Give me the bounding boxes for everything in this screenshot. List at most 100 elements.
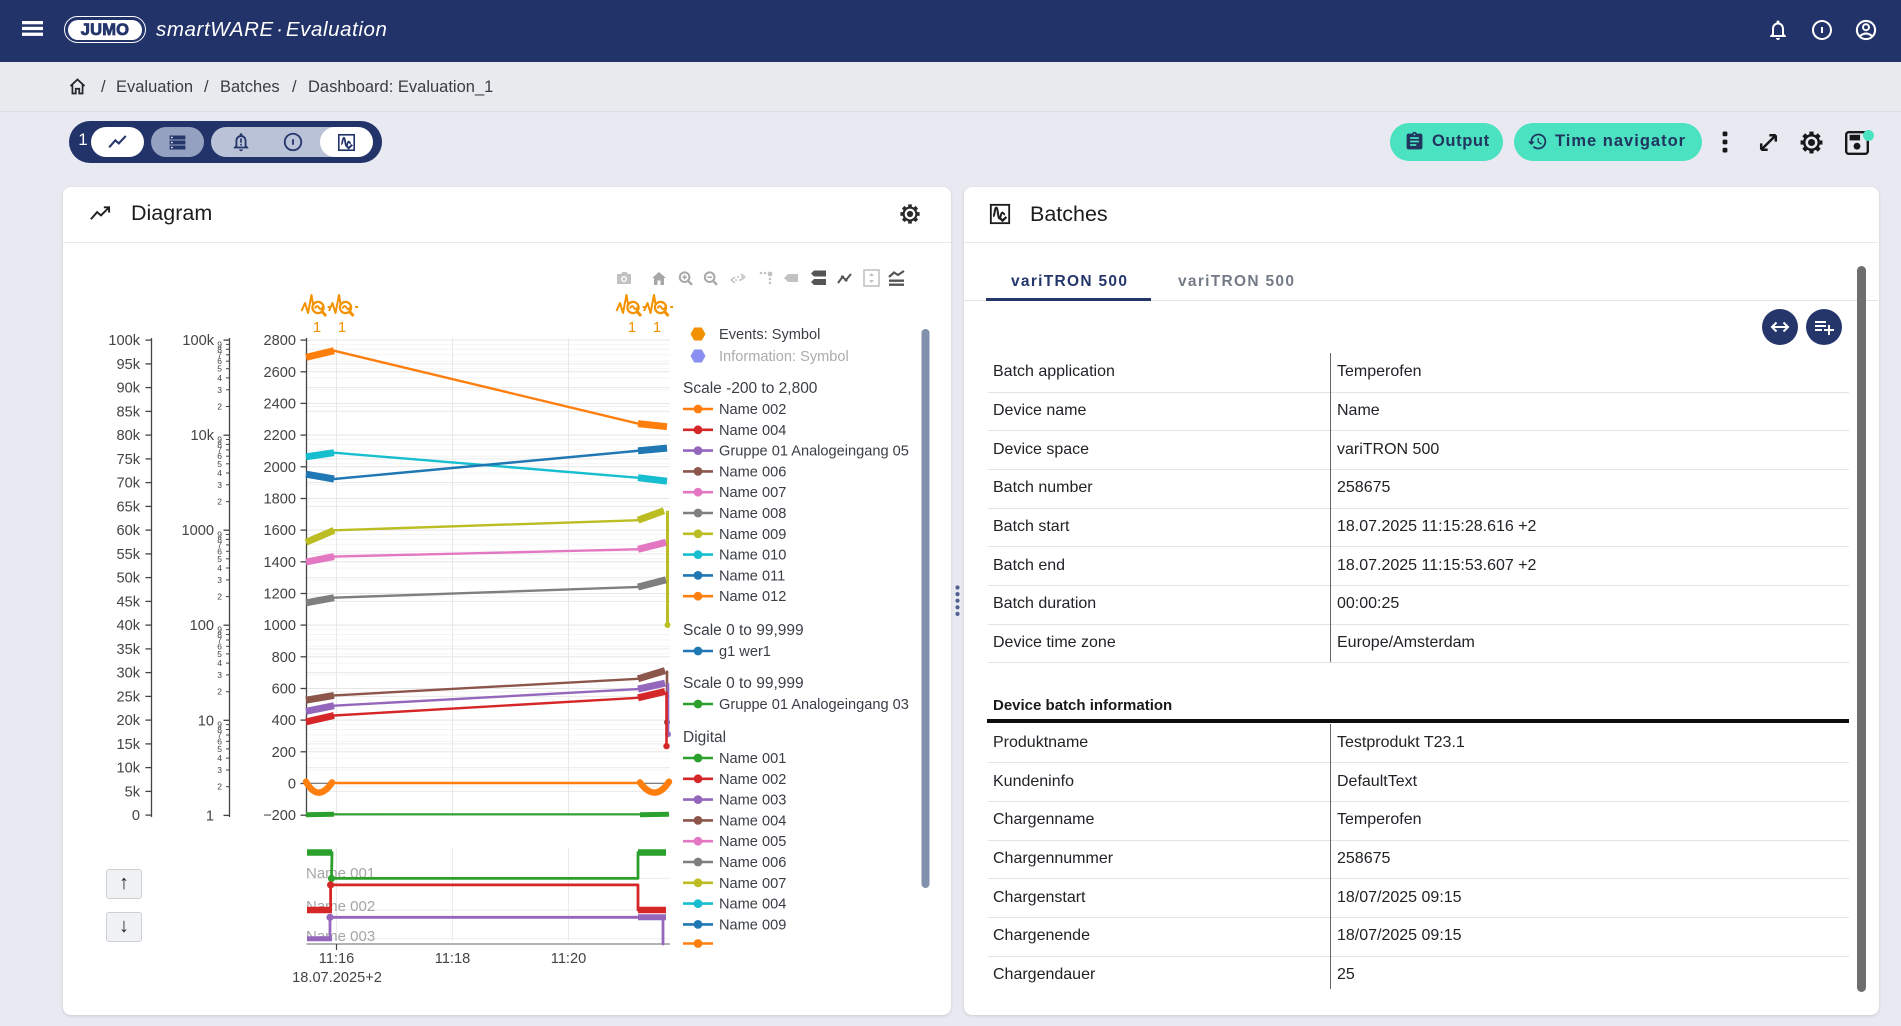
svg-text:Name 006: Name 006 [719, 464, 786, 480]
svg-text:3: 3 [217, 385, 222, 395]
svg-text:0: 0 [288, 777, 296, 793]
svg-text:5k: 5k [125, 784, 141, 800]
svg-text:Name 010: Name 010 [719, 548, 786, 564]
svg-text:1200: 1200 [264, 587, 296, 603]
svg-text:9: 9 [217, 339, 222, 349]
svg-text:7: 7 [217, 350, 222, 360]
svg-text:3: 3 [217, 765, 222, 775]
svg-text:11:16: 11:16 [319, 951, 354, 967]
svg-text:Gruppe 01 Analogeingang 05: Gruppe 01 Analogeingang 05 [719, 444, 909, 460]
svg-text:2: 2 [217, 497, 222, 507]
svg-text:Events: Symbol: Events: Symbol [719, 327, 820, 343]
svg-text:7: 7 [217, 635, 222, 645]
svg-text:8: 8 [217, 439, 222, 449]
svg-text:200: 200 [272, 745, 296, 761]
svg-text:8: 8 [217, 630, 222, 640]
svg-text:1600: 1600 [264, 523, 296, 539]
svg-text:45k: 45k [116, 594, 140, 610]
svg-text:50k: 50k [116, 571, 140, 587]
svg-text:3: 3 [217, 480, 222, 490]
svg-text:5: 5 [217, 554, 222, 564]
svg-text:Name 001: Name 001 [719, 751, 786, 767]
svg-text:100: 100 [190, 618, 214, 634]
svg-text:8: 8 [217, 344, 222, 354]
svg-text:Name 009: Name 009 [719, 917, 786, 933]
svg-text:9: 9 [217, 625, 222, 635]
svg-text:10k: 10k [190, 428, 214, 444]
svg-text:1: 1 [628, 319, 636, 336]
svg-text:Digital: Digital [683, 729, 726, 746]
svg-text:3: 3 [217, 575, 222, 585]
svg-text:3: 3 [217, 670, 222, 680]
svg-text:5: 5 [217, 364, 222, 374]
svg-text:6: 6 [217, 736, 222, 746]
svg-text:4: 4 [217, 753, 222, 763]
svg-text:8: 8 [217, 725, 222, 735]
svg-text:4: 4 [217, 563, 222, 573]
svg-text:9: 9 [217, 435, 222, 445]
svg-text:Gruppe 01 Analogeingang 03: Gruppe 01 Analogeingang 03 [719, 697, 909, 713]
svg-text:Name 011: Name 011 [719, 568, 785, 584]
svg-text:60k: 60k [116, 523, 140, 539]
svg-text:25k: 25k [116, 689, 140, 705]
svg-text:0: 0 [132, 808, 140, 824]
svg-text:7: 7 [217, 730, 222, 740]
svg-text:11:20: 11:20 [551, 951, 586, 967]
svg-text:95k: 95k [116, 357, 140, 373]
svg-text:80k: 80k [116, 428, 140, 444]
svg-text:Name 008: Name 008 [719, 506, 786, 522]
svg-text:6: 6 [217, 356, 222, 366]
svg-text:85k: 85k [116, 404, 140, 420]
svg-text:Scale 0 to 99,999: Scale 0 to 99,999 [683, 622, 804, 639]
svg-text:35k: 35k [116, 642, 140, 658]
svg-text:1: 1 [338, 319, 346, 336]
svg-text:1000: 1000 [264, 618, 296, 634]
svg-text:15k: 15k [116, 737, 140, 753]
svg-text:1800: 1800 [264, 492, 296, 508]
svg-text:75k: 75k [116, 452, 140, 468]
svg-text:30k: 30k [116, 666, 140, 682]
svg-text:Name 009: Name 009 [719, 527, 786, 543]
svg-text:2: 2 [217, 592, 222, 602]
svg-text:55k: 55k [116, 547, 140, 563]
svg-text:Name 002: Name 002 [719, 772, 786, 788]
svg-text:20k: 20k [116, 713, 140, 729]
svg-text:2000: 2000 [264, 460, 296, 476]
svg-text:7: 7 [217, 445, 222, 455]
svg-text:7: 7 [217, 540, 222, 550]
svg-text:Information: Symbol: Information: Symbol [719, 349, 849, 365]
svg-text:10k: 10k [116, 761, 140, 777]
svg-text:1: 1 [206, 808, 214, 824]
svg-text:Name 006: Name 006 [719, 855, 786, 871]
svg-text:400: 400 [272, 713, 296, 729]
svg-text:Name 012: Name 012 [719, 589, 786, 605]
svg-text:800: 800 [272, 650, 296, 666]
svg-text:5: 5 [217, 459, 222, 469]
svg-text:2400: 2400 [264, 396, 296, 412]
svg-text:4: 4 [217, 373, 222, 383]
svg-text:100k: 100k [182, 333, 214, 349]
svg-text:g1 wer1: g1 wer1 [719, 644, 771, 660]
svg-text:Scale 0 to 99,999: Scale 0 to 99,999 [683, 675, 804, 692]
svg-text:Name 007: Name 007 [719, 876, 786, 892]
svg-text:Scale -200 to 2,800: Scale -200 to 2,800 [683, 380, 818, 397]
svg-text:Name 004: Name 004 [719, 897, 786, 913]
svg-text:Name 007: Name 007 [719, 485, 786, 501]
svg-text:Name 002: Name 002 [719, 402, 786, 418]
svg-text:6: 6 [217, 546, 222, 556]
svg-text:10: 10 [198, 713, 214, 729]
svg-text:6: 6 [217, 641, 222, 651]
svg-text:2: 2 [217, 402, 222, 412]
svg-text:2200: 2200 [264, 428, 296, 444]
svg-text:1000: 1000 [182, 523, 214, 539]
svg-text:−200: −200 [263, 808, 296, 824]
svg-text:9: 9 [217, 530, 222, 540]
svg-text:1: 1 [653, 319, 661, 336]
svg-text:9: 9 [217, 720, 222, 730]
svg-text:4: 4 [217, 658, 222, 668]
svg-text:Name 005: Name 005 [719, 834, 786, 850]
svg-text:Name 004: Name 004 [719, 423, 786, 439]
svg-text:18.07.2025+2: 18.07.2025+2 [292, 970, 382, 986]
svg-text:65k: 65k [116, 499, 140, 515]
svg-text:Name 004: Name 004 [719, 813, 786, 829]
